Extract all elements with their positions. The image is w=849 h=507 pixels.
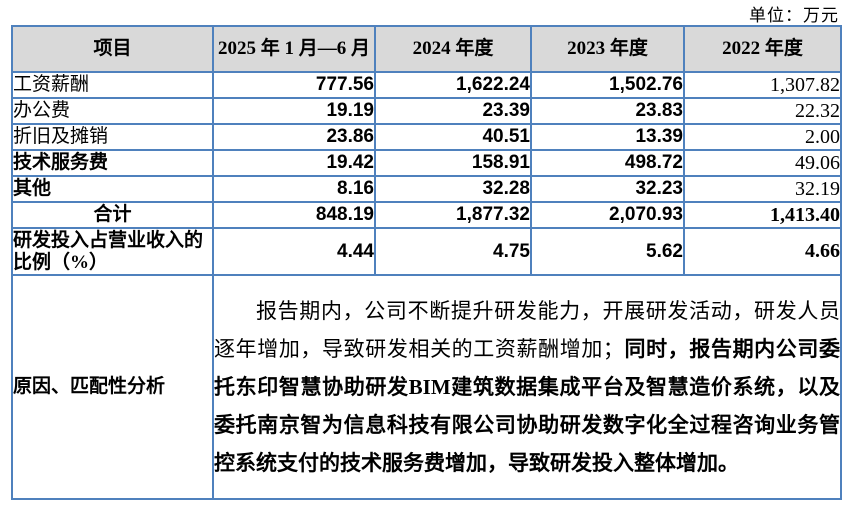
value-cell: 19.19 (212, 97, 376, 125)
table-row-ratio: 研发投入占营业收入的比例（%） 4.44 4.75 5.62 4.66 (11, 227, 842, 276)
value-cell: 32.28 (374, 175, 532, 203)
row-label: 工资薪酬 (11, 71, 214, 99)
table-row-other: 其他 8.16 32.28 32.23 32.19 (11, 175, 842, 203)
table-row-salary: 工资薪酬 777.56 1,622.24 1,502.76 1,307.82 (11, 71, 842, 99)
value-cell: 158.91 (374, 149, 532, 177)
value-cell: 23.83 (530, 97, 685, 125)
header-year-2023: 2023 年度 (530, 25, 685, 73)
analysis-label: 原因、匹配性分析 (11, 274, 214, 500)
row-label-ratio: 研发投入占营业收入的比例（%） (11, 227, 214, 276)
table-row-depreciation: 折旧及摊销 23.86 40.51 13.39 2.00 (11, 123, 842, 151)
value-cell: 22.32 (683, 97, 842, 125)
value-cell: 498.72 (530, 149, 685, 177)
table-row-total: 合计 848.19 1,877.32 2,070.93 1,413.40 (11, 201, 842, 229)
analysis-paragraph: 报告期内，公司不断提升研发能力，开展研发活动，研发人员逐年增加，导致研发相关的工… (214, 292, 841, 482)
unit-label: 单位：万元 (749, 6, 839, 25)
value-cell: 8.16 (212, 175, 376, 203)
header-year-2022: 2022 年度 (683, 25, 842, 73)
row-label: 折旧及摊销 (11, 123, 214, 151)
value-cell: 777.56 (212, 71, 376, 99)
table-header-row: 项目 2025 年 1 月—6 月 2024 年度 2023 年度 2022 年… (11, 25, 842, 73)
row-label: 办公费 (11, 97, 214, 125)
value-cell: 1,413.40 (683, 201, 842, 229)
value-cell: 1,622.24 (374, 71, 532, 99)
row-label-total: 合计 (11, 201, 214, 229)
value-cell: 2,070.93 (530, 201, 685, 229)
rnd-expense-table: 项目 2025 年 1 月—6 月 2024 年度 2023 年度 2022 年… (11, 25, 842, 500)
table-row-tech-service: 技术服务费 19.42 158.91 498.72 49.06 (11, 149, 842, 177)
value-cell: 19.42 (212, 149, 376, 177)
table-row-office: 办公费 19.19 23.39 23.83 22.32 (11, 97, 842, 125)
value-cell: 13.39 (530, 123, 685, 151)
analysis-text-bold: 同时，报告期内公司委托东印智慧协助研发BIM建筑数据集成平台及智慧造价系统，以及… (214, 337, 841, 475)
header-period-2025: 2025 年 1 月—6 月 (212, 25, 376, 73)
analysis-cell: 报告期内，公司不断提升研发能力，开展研发活动，研发人员逐年增加，导致研发相关的工… (212, 274, 842, 500)
header-year-2024: 2024 年度 (374, 25, 532, 73)
value-cell: 1,502.76 (530, 71, 685, 99)
row-label: 技术服务费 (11, 149, 214, 177)
value-cell: 1,877.32 (374, 201, 532, 229)
value-cell: 848.19 (212, 201, 376, 229)
value-cell: 5.62 (530, 227, 685, 276)
value-cell: 2.00 (683, 123, 842, 151)
table-row-analysis: 原因、匹配性分析 报告期内，公司不断提升研发能力，开展研发活动，研发人员逐年增加… (11, 274, 842, 500)
value-cell: 4.66 (683, 227, 842, 276)
value-cell: 32.19 (683, 175, 842, 203)
value-cell: 40.51 (374, 123, 532, 151)
row-label: 其他 (11, 175, 214, 203)
analysis-text-normal: 报告期内，公司不断提升研发能力，开展研发活动，研发人员逐年增加，导致研发相关的工… (214, 299, 840, 361)
value-cell: 23.86 (212, 123, 376, 151)
value-cell: 49.06 (683, 149, 842, 177)
value-cell: 23.39 (374, 97, 532, 125)
value-cell: 1,307.82 (683, 71, 842, 99)
value-cell: 4.44 (212, 227, 376, 276)
value-cell: 4.75 (374, 227, 532, 276)
header-item: 项目 (11, 25, 214, 73)
value-cell: 32.23 (530, 175, 685, 203)
